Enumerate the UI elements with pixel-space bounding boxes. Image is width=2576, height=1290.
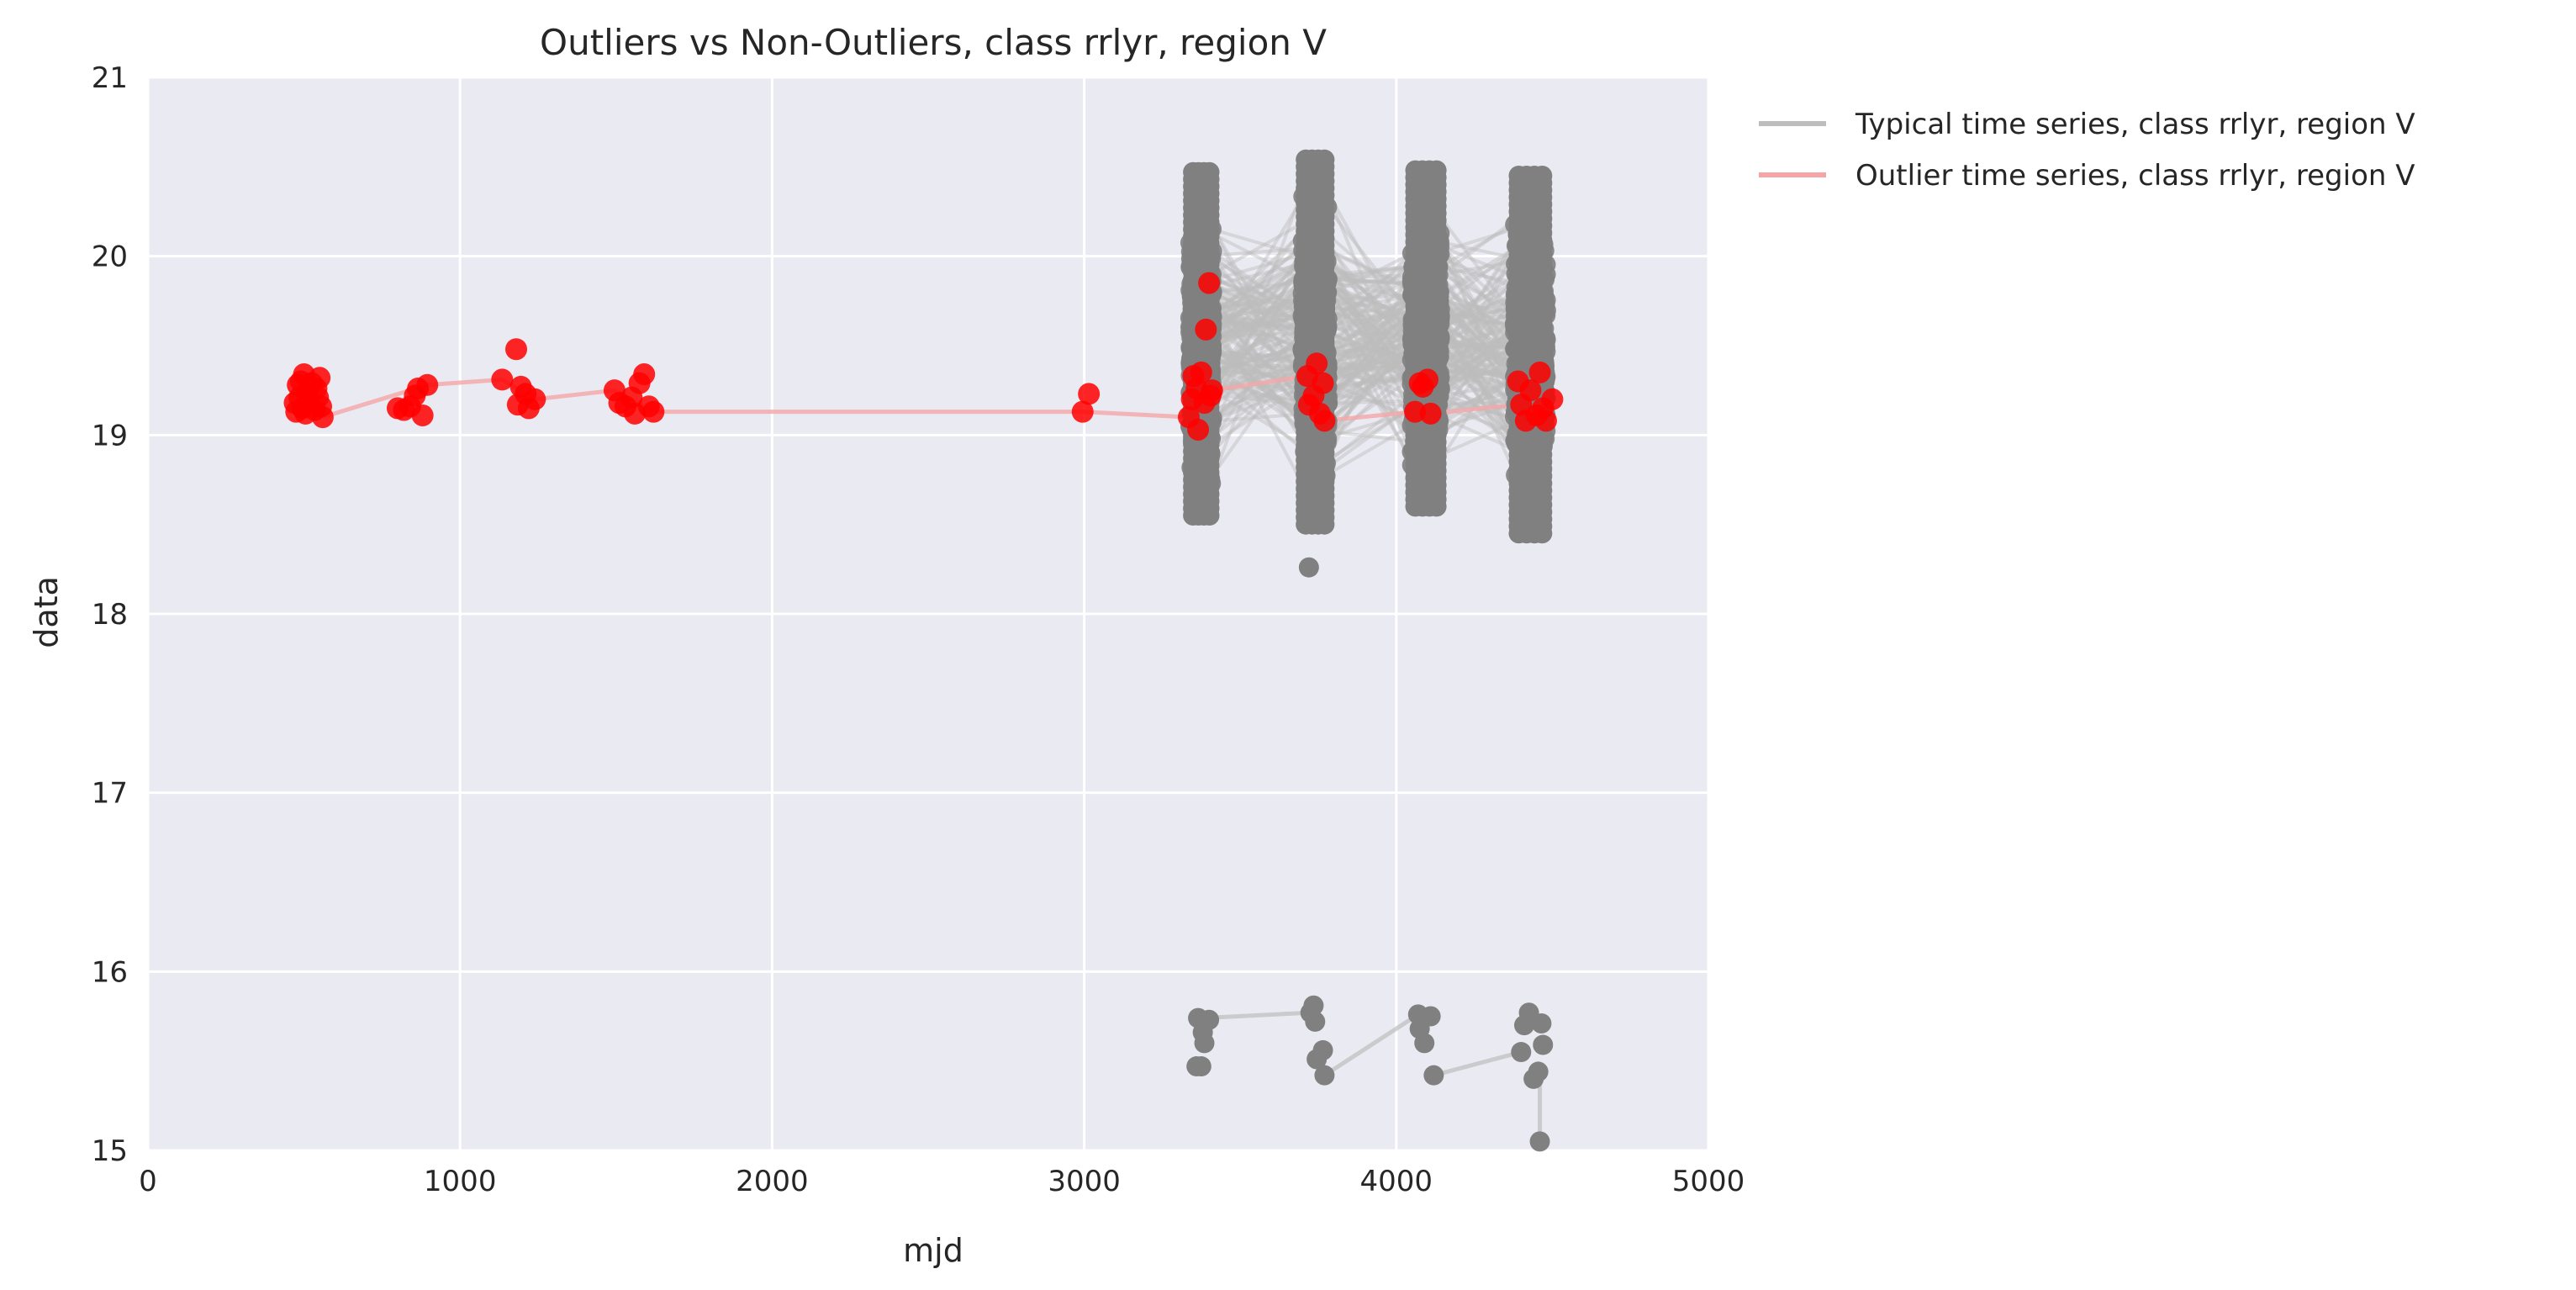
y-tick-label: 17 xyxy=(92,777,128,811)
outlier-point xyxy=(505,338,528,361)
typical-point xyxy=(1303,995,1324,1016)
outlier-point xyxy=(309,367,331,389)
outlier-point xyxy=(633,363,656,386)
outlier-point xyxy=(1528,361,1551,383)
typical-point xyxy=(1414,1033,1435,1054)
outlier-point xyxy=(1312,372,1334,394)
outlier-point xyxy=(1534,410,1557,432)
x-tick-label: 5000 xyxy=(1672,1165,1745,1198)
chart-title: Outliers vs Non-Outliers, class rrlyr, r… xyxy=(540,22,1327,63)
typical-point xyxy=(1194,1033,1215,1054)
typical-point xyxy=(1531,1013,1552,1034)
typical-point xyxy=(1199,1009,1220,1030)
outlier-point xyxy=(1519,379,1542,402)
outlier-point xyxy=(1201,379,1223,402)
x-tick-label: 0 xyxy=(139,1165,157,1198)
typical-series-line xyxy=(1433,1049,1522,1078)
typical-point xyxy=(1529,1131,1550,1152)
outlier-point xyxy=(1419,402,1442,425)
x-tick-label: 4000 xyxy=(1360,1165,1433,1198)
legend: Typical time series, class rrlyr, region… xyxy=(1759,108,2415,193)
outlier-point xyxy=(1541,388,1564,410)
outlier-point xyxy=(524,388,546,410)
tick-labels: 0 1000 2000 3000 4000 5000 15 16 17 18 19 20 21 xyxy=(92,61,1745,1198)
y-tick-label: 18 xyxy=(92,598,128,632)
typical-point xyxy=(1314,1065,1335,1086)
legend-label-outlier: Outlier time series, class rrlyr, region… xyxy=(1855,159,2415,193)
typical-point xyxy=(1426,160,1447,181)
gridlines xyxy=(146,76,1710,1152)
typical-point xyxy=(1533,1034,1554,1055)
typical-point xyxy=(1511,1042,1532,1063)
outlier-point xyxy=(1195,318,1217,341)
y-tick-label: 21 xyxy=(92,61,128,95)
typical-point xyxy=(1532,166,1553,186)
typical-point xyxy=(1314,149,1335,170)
outlier-point xyxy=(1416,368,1438,391)
y-tick-label: 19 xyxy=(92,419,128,452)
outlier-point xyxy=(1313,410,1336,432)
outlier-point xyxy=(1198,272,1221,294)
outlier-point xyxy=(411,404,434,426)
x-tick-label: 1000 xyxy=(424,1165,497,1198)
legend-label-typical: Typical time series, class rrlyr, region… xyxy=(1855,108,2415,141)
y-tick-label: 15 xyxy=(92,1134,128,1168)
outlier-point xyxy=(491,368,514,391)
y-tick-label: 16 xyxy=(92,955,128,989)
typical-series-line xyxy=(1202,1010,1309,1021)
y-tick-label: 20 xyxy=(92,241,128,274)
x-tick-label: 2000 xyxy=(736,1165,809,1198)
typical-series-line xyxy=(1323,1012,1420,1077)
outlier-point xyxy=(1306,352,1328,375)
outlier-point xyxy=(1078,383,1101,405)
typical-point xyxy=(1298,557,1319,578)
typical-point xyxy=(1312,1039,1333,1060)
outlier-point xyxy=(1071,400,1094,423)
x-axis-label: mjd xyxy=(903,1232,963,1269)
typical-point xyxy=(1423,1065,1444,1086)
x-tick-label: 3000 xyxy=(1048,1165,1121,1198)
typical-point xyxy=(1528,1061,1549,1082)
typical-point xyxy=(1190,1056,1211,1077)
series-points xyxy=(283,149,1564,1152)
y-axis-label: data xyxy=(28,576,65,648)
outlier-point xyxy=(1190,361,1212,383)
typical-point xyxy=(1305,1011,1326,1032)
outlier-point xyxy=(642,400,665,423)
outlier-point xyxy=(1187,418,1210,441)
outlier-point xyxy=(311,406,334,429)
outlier-point xyxy=(416,373,439,396)
typical-point xyxy=(1420,1006,1441,1027)
typical-point xyxy=(1199,161,1220,182)
